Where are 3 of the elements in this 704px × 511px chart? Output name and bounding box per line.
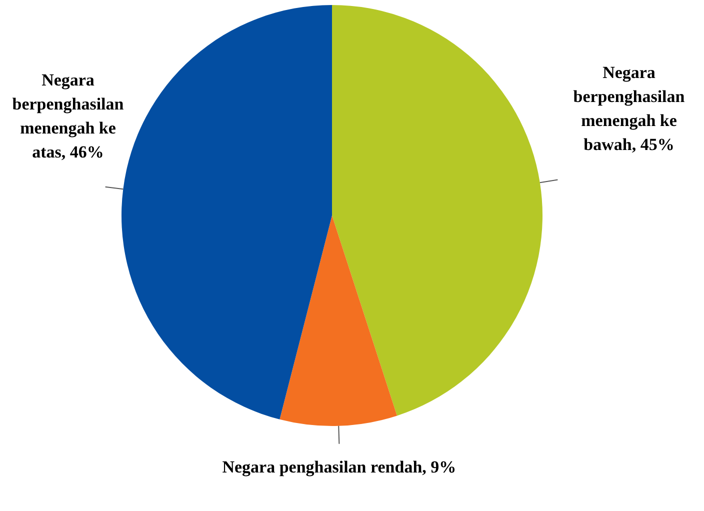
slice-label: Negara berpenghasilan menengah ke bawah, 45% xyxy=(573,63,686,154)
slice-label: Negara penghasilan rendah, 9% xyxy=(222,457,456,476)
slice-label: Negara berpenghasilan menengah ke atas, 46% xyxy=(12,70,124,162)
